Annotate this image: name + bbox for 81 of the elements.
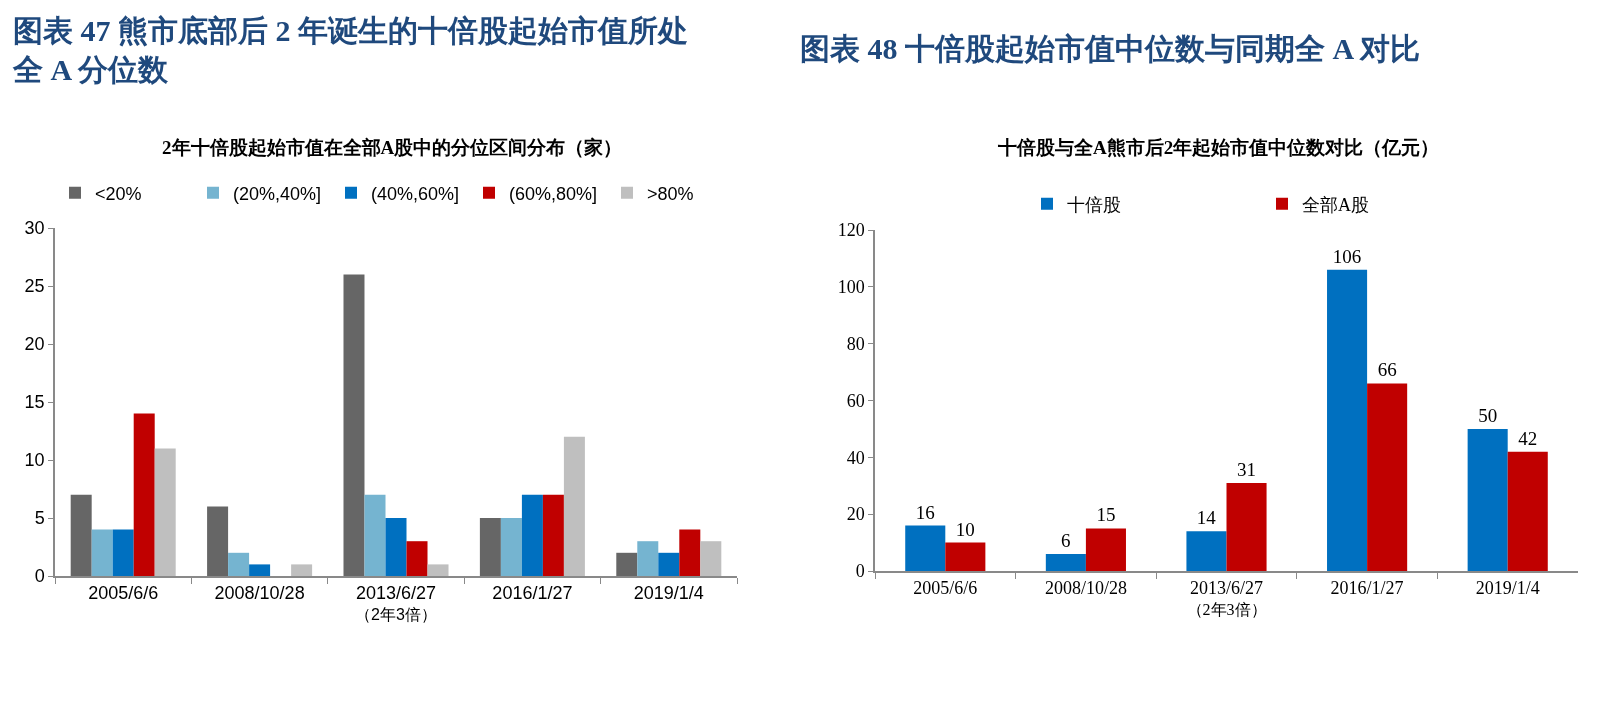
y-tick-label: 15: [24, 392, 45, 413]
bar: [945, 542, 986, 571]
data-label: 66: [1377, 359, 1397, 381]
bar: [1186, 531, 1227, 571]
bar: [1226, 482, 1267, 571]
x-tick-label: 2016/1/27: [492, 583, 573, 604]
bar: [500, 518, 522, 576]
bar: [133, 413, 155, 576]
y-tick-label: 80: [846, 333, 865, 354]
y-tick-label: 60: [846, 390, 865, 411]
x-tick-label: 2016/1/27: [1330, 578, 1404, 599]
data-label: 42: [1518, 427, 1538, 449]
x-axis-title: （2年3倍）: [355, 605, 437, 623]
chart-subtitle: 2年十倍股起始市值在全部A股中的分位区间分布（家）: [162, 137, 623, 158]
bar: [364, 494, 386, 576]
x-tick-label: 2005/6/6: [913, 578, 978, 599]
y-tick-label: 20: [846, 504, 865, 525]
bar: [679, 529, 701, 576]
bar: [154, 448, 176, 576]
bar: [1327, 269, 1368, 571]
bar: [385, 518, 407, 576]
chart-subtitle: 十倍股与全A熊市后2年起始市值中位数对比（亿元）: [997, 137, 1440, 158]
bar: [1507, 451, 1548, 571]
bar: [291, 564, 313, 576]
bar: [1367, 383, 1408, 571]
bar: [905, 525, 946, 571]
bar: [658, 552, 680, 576]
y-tick-label: 5: [34, 508, 45, 529]
bar: [1467, 428, 1508, 571]
y-tick-label: 0: [34, 566, 45, 587]
y-tick-label: 10: [24, 450, 45, 471]
bar: [1085, 528, 1126, 571]
y-tick-label: 25: [24, 276, 45, 297]
legend-label: (40%,60%]: [371, 183, 460, 204]
y-tick-label: 100: [837, 277, 865, 298]
bar: [1045, 553, 1086, 571]
legend-label: 全部A股: [1302, 194, 1369, 215]
data-label: 6: [1061, 529, 1071, 551]
y-tick-label: 30: [24, 218, 45, 239]
legend-label: <20%: [95, 183, 142, 204]
x-tick-label: 2005/6/6: [88, 583, 159, 604]
legend-label: (60%,80%]: [509, 183, 598, 204]
x-tick-label: 2013/6/27: [1189, 578, 1264, 599]
bar: [112, 529, 134, 576]
x-tick-label: 2013/6/27: [355, 583, 437, 604]
bar: [616, 552, 638, 576]
chart-title: 图表 47 熊市底部后 2 年诞生的十倍股起始市值所处全 A 分位数: [12, 14, 688, 86]
bar: [563, 436, 585, 576]
legend-label: >80%: [647, 183, 694, 204]
bar: [637, 541, 659, 576]
x-tick-label: 2019/1/4: [633, 583, 704, 604]
y-tick-label: 40: [846, 447, 865, 468]
x-tick-label: 2019/1/4: [1475, 578, 1540, 599]
bar: [427, 564, 449, 576]
data-label: 16: [915, 501, 935, 523]
bar: [207, 506, 229, 576]
x-tick-label: 2008/10/28: [1044, 578, 1127, 599]
chart-title: 图表 48 十倍股起始市值中位数与同期全 A 对比: [800, 32, 1421, 65]
legend-label: 十倍股: [1067, 194, 1121, 215]
y-tick-label: 120: [837, 220, 865, 241]
bar: [406, 541, 428, 576]
y-tick-label: 20: [24, 334, 45, 355]
bar: [700, 541, 722, 576]
x-tick-label: 2008/10/28: [214, 583, 305, 604]
bar: [70, 494, 92, 576]
data-label: 14: [1196, 507, 1217, 529]
bar: [521, 494, 543, 576]
legend-label: (20%,40%]: [233, 183, 322, 204]
x-axis-title: （2年3倍）: [1186, 600, 1267, 618]
data-label: 15: [1096, 504, 1116, 526]
bar: [542, 494, 564, 576]
data-label: 50: [1478, 404, 1498, 426]
y-tick-label: 0: [855, 561, 865, 582]
data-label: 106: [1332, 245, 1362, 267]
data-label: 31: [1237, 458, 1257, 480]
bar: [479, 518, 501, 576]
data-label: 10: [955, 518, 975, 540]
bar: [228, 552, 250, 576]
bar: [343, 274, 365, 576]
bar: [249, 564, 271, 576]
bar: [91, 529, 113, 576]
